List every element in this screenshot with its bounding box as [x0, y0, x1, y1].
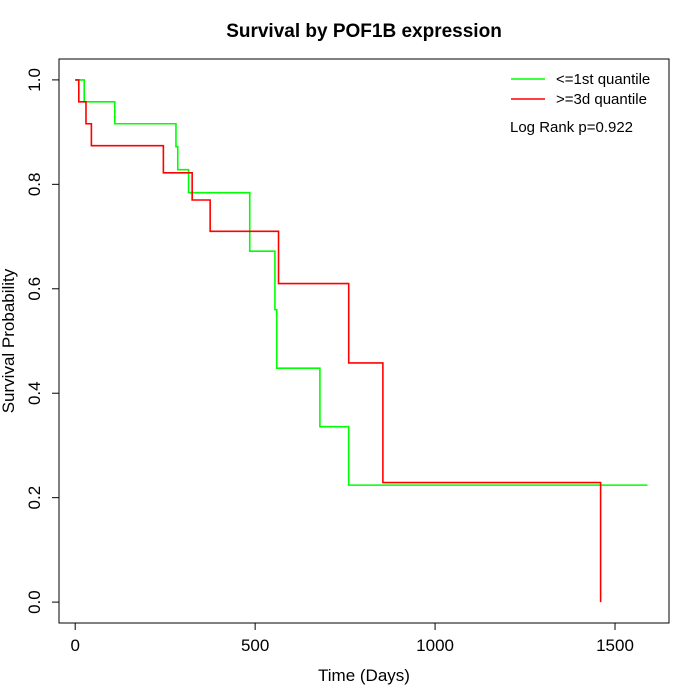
legend-label-0: <=1st quantile	[556, 71, 650, 88]
x-tick-label: 500	[241, 636, 269, 655]
y-tick-label: 0.2	[25, 486, 44, 510]
x-axis-label: Time (Days)	[318, 666, 410, 685]
x-tick-label: 0	[70, 636, 79, 655]
series-layer	[75, 79, 648, 603]
legend-label-1: >=3d quantile	[556, 91, 647, 108]
series-line-1	[75, 79, 602, 603]
log-rank-annotation: Log Rank p=0.922	[510, 119, 633, 136]
y-tick-label: 1.0	[25, 68, 44, 92]
x-tick-label: 1000	[416, 636, 454, 655]
y-tick-label: 0.6	[25, 277, 44, 301]
plot-frame	[58, 58, 670, 624]
y-tick-label: 0.8	[25, 173, 44, 197]
legend: <=1st quantile >=3d quantile	[511, 71, 650, 108]
series-line-0	[75, 79, 648, 486]
x-axis: 0 500 1000 1500	[70, 623, 634, 655]
y-axis: 0.0 0.2 0.4 0.6 0.8 1.0	[25, 68, 59, 614]
y-tick-label: 0.0	[25, 590, 44, 614]
x-tick-label: 1500	[596, 636, 634, 655]
y-axis-label: Survival Probability	[0, 268, 18, 413]
chart-title: Survival by POF1B expression	[226, 21, 502, 42]
y-tick-label: 0.4	[25, 381, 44, 405]
